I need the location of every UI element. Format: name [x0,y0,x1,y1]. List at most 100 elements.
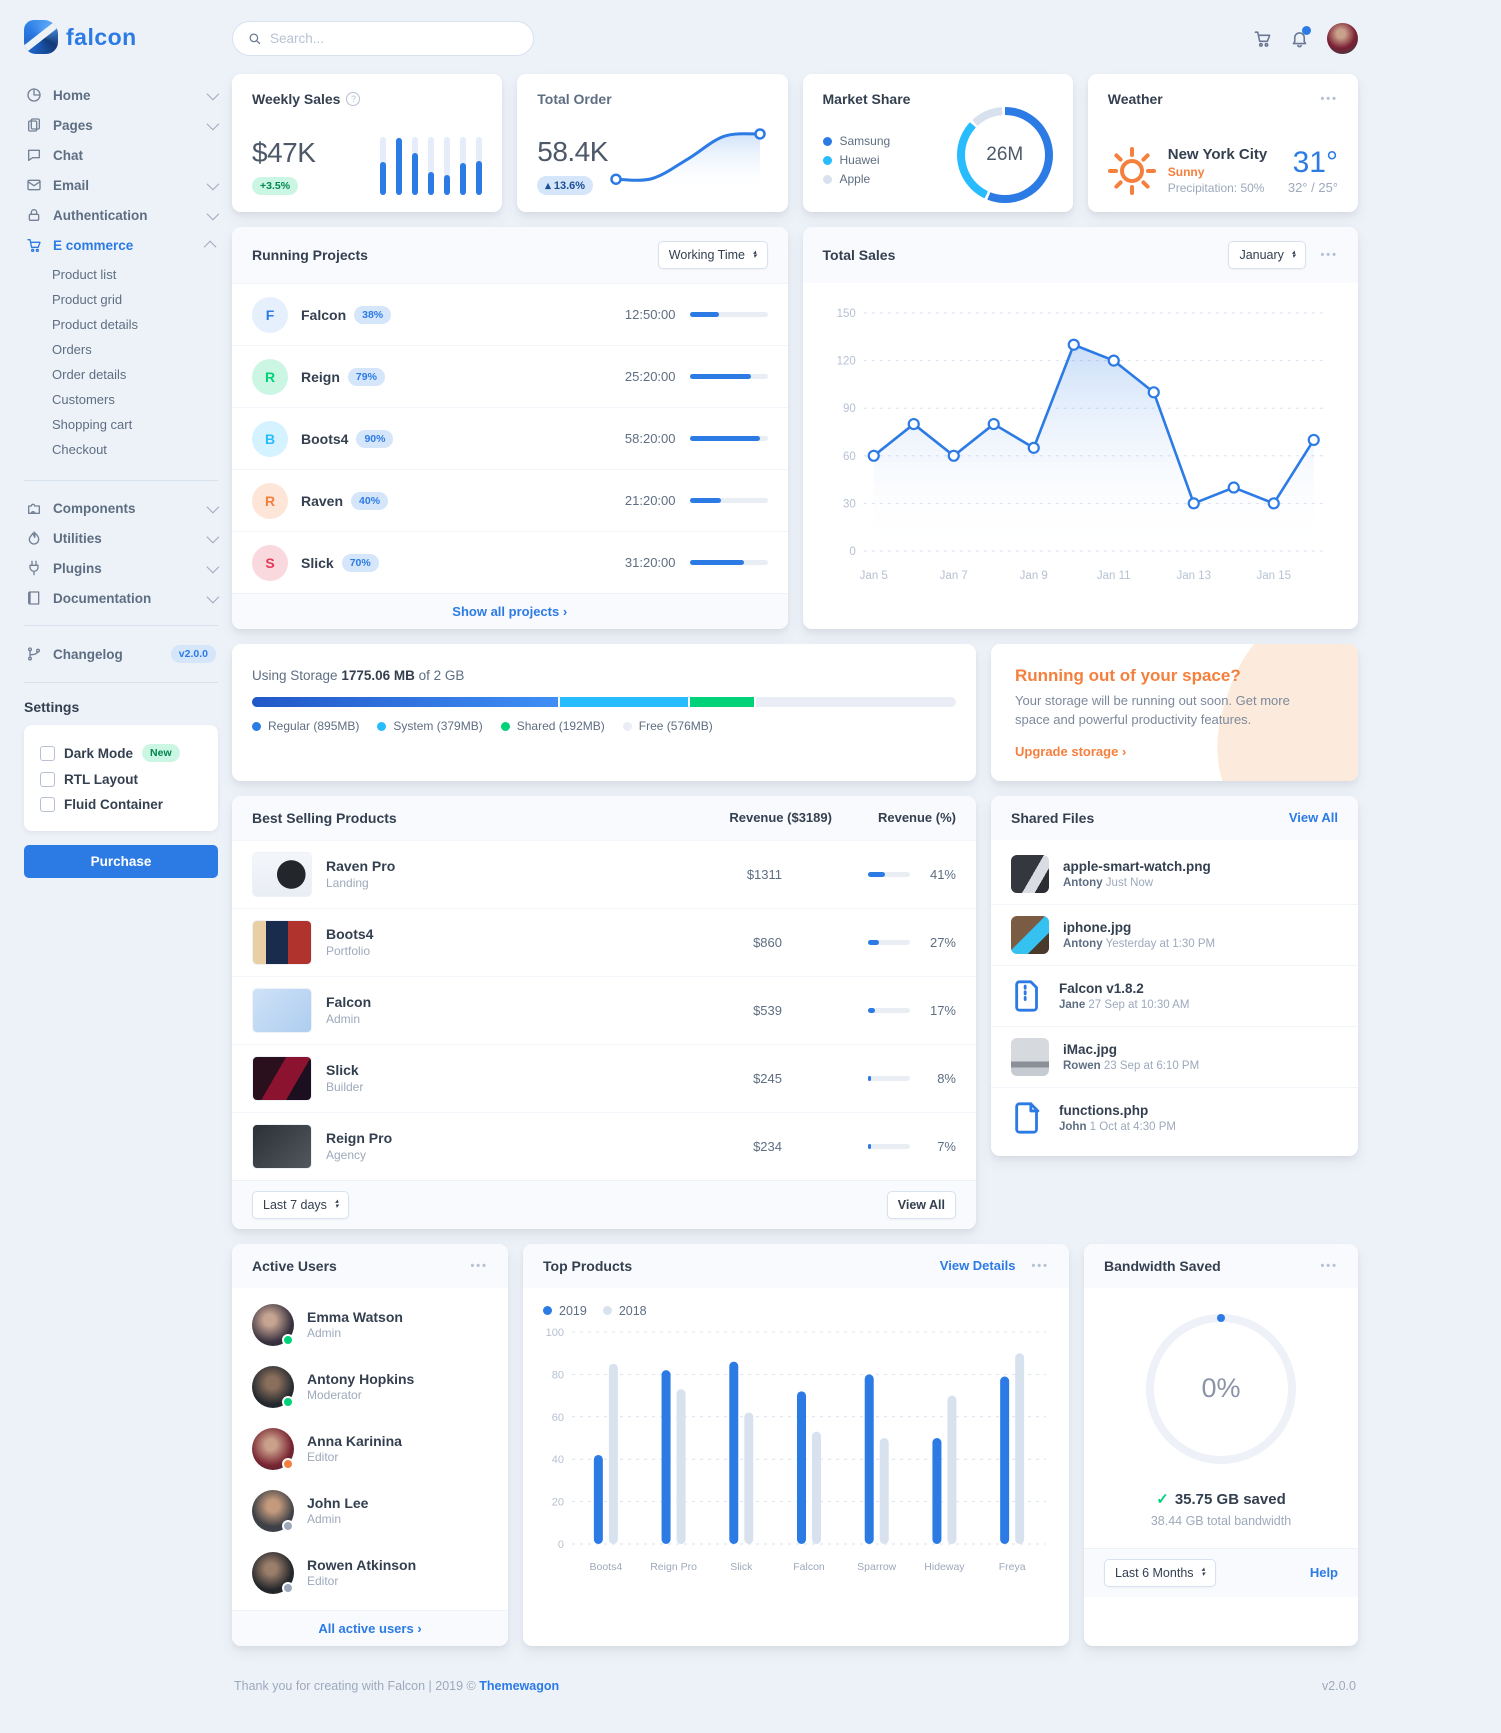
sidebar-item-plugins[interactable]: Plugins [24,553,220,583]
total-sales-menu-icon[interactable]: ••• [1320,249,1338,261]
working-time-select[interactable]: Working Time ▴ ▾ [657,241,768,269]
legend-dot [822,136,832,146]
last-6-months-select[interactable]: Last 6 Months ▴ ▾ [1104,1558,1217,1587]
setting-fluid-container[interactable]: Fluid Container [40,792,202,817]
product-name[interactable]: Raven Pro [326,858,396,875]
sidebar-item-components[interactable]: Components [24,493,220,523]
running-projects-title: Running Projects [252,247,368,263]
shared-files-view-all-link[interactable]: View All [1288,810,1338,826]
file-name[interactable]: iMac.jpg [1063,1041,1118,1057]
project-progress [689,312,768,317]
product-row: Reign Pro Agency $234 7% [232,1111,976,1180]
brand-logo[interactable]: falcon [24,14,218,80]
svg-text:20: 20 [552,1496,564,1508]
user-avatar[interactable] [252,1489,294,1532]
project-name[interactable]: Reign 79% [301,367,606,386]
sidebar-item-authentication[interactable]: Authentication [24,200,220,230]
weekly-bar [412,137,419,195]
sidebar-item-checkout[interactable]: Checkout [52,442,107,457]
user-name[interactable]: Emma Watson [307,1309,403,1326]
view-all-button[interactable]: View All [886,1190,956,1219]
storage-legend-item: System (379MB) [377,719,483,733]
sidebar-item-orders[interactable]: Orders [52,342,92,357]
divider [24,625,218,626]
themewagon-link[interactable]: Themewagon [479,1678,560,1693]
file-name[interactable]: iphone.jpg [1063,919,1132,935]
product-name[interactable]: Reign Pro [326,1130,393,1147]
month-select[interactable]: January ▴ ▾ [1228,241,1307,269]
checkbox[interactable] [40,797,55,812]
setting-dark-mode[interactable]: Dark Mode New [40,739,202,767]
sidebar-item-email[interactable]: Email [24,170,220,200]
top-products-chart: 0 20 40 60 80 100 Boots4 Reign Pro Slick Falcon Sp… [523,1318,1069,1589]
sidebar-item-pages[interactable]: Pages [24,110,220,140]
bandwidth-saved: ✓ 35.75 GB saved [1156,1490,1286,1508]
user-name[interactable]: Anna Karinina [307,1433,402,1450]
file-name[interactable]: Falcon v1.8.2 [1059,980,1144,996]
weather-menu-icon[interactable]: ••• [1320,93,1338,105]
sidebar-item-shopping-cart[interactable]: Shopping cart [52,417,133,432]
product-thumbnail [252,1123,312,1169]
sidebar-item-home[interactable]: Home [24,80,220,110]
sidebar-item-product-grid[interactable]: Product grid [52,292,123,307]
project-name[interactable]: Raven 40% [301,491,606,510]
project-name-text: Raven [301,492,344,509]
user-name[interactable]: John Lee [307,1495,369,1512]
project-name[interactable]: Slick 70% [301,553,606,572]
file-name[interactable]: functions.php [1059,1102,1149,1118]
product-revenue: $1311 [746,866,782,882]
user-avatar[interactable] [252,1551,294,1594]
product-name[interactable]: Slick [326,1062,359,1079]
sidebar-item-utilities[interactable]: Utilities [24,523,220,553]
show-all-projects-link[interactable]: Show all projects › [452,604,568,619]
help-link[interactable]: Help [1309,1565,1338,1581]
bandwidth-menu-icon[interactable]: ••• [1320,1259,1338,1272]
file-name[interactable]: apple-smart-watch.png [1063,858,1211,874]
running-projects-card: Running Projects Working Time ▴ ▾ F Falcon… [232,227,788,629]
user-avatar[interactable] [252,1427,294,1470]
sidebar-item-chat[interactable]: Chat [24,140,218,170]
search-box[interactable] [232,20,534,56]
shared-files-card: Shared Files View All apple-smart-watch.… [991,795,1358,1156]
sidebar-item-documentation[interactable]: Documentation [24,583,220,613]
product-pct: 27% [840,935,956,950]
weekly-sales-value: $47K [252,137,316,168]
purchase-button[interactable]: Purchase [24,845,218,878]
user-avatar[interactable] [1327,22,1358,54]
product-name[interactable]: Boots4 [326,926,374,943]
sidebar-item-product-details[interactable]: Product details [52,317,138,332]
user-name[interactable]: Rowen Atkinson [307,1557,417,1574]
sidebar-item-order-details[interactable]: Order details [52,367,127,382]
sidebar-item-customers[interactable]: Customers [52,392,115,407]
top-products-menu-icon[interactable]: ••• [1031,1259,1049,1272]
search-input[interactable] [270,30,519,46]
file-user: Antony [1063,876,1103,889]
best-selling-card: Best Selling Products Revenue ($3189) Re… [232,795,976,1229]
last-7-days-select[interactable]: Last 7 days ▴ ▾ [252,1190,350,1219]
user-avatar[interactable] [252,1365,294,1408]
status-dot [282,1519,294,1532]
user-name[interactable]: Antony Hopkins [307,1371,415,1388]
sidebar-item-changelog[interactable]: Changelog v2.0.0 [24,638,218,670]
project-name[interactable]: Falcon 38% [301,305,606,324]
sidebar-item-product-list[interactable]: Product list [52,267,117,282]
bell-icon[interactable] [1290,25,1311,48]
svg-text:Jan 7: Jan 7 [939,570,967,582]
checkbox[interactable] [40,745,55,761]
active-users-menu-icon[interactable]: ••• [470,1259,488,1272]
setting-rtl-layout[interactable]: RTL Layout [40,767,202,792]
project-name[interactable]: Boots4 90% [301,429,606,448]
product-revenue: $245 [753,1070,782,1086]
product-revenue: $860 [753,934,782,950]
cart-icon[interactable] [1253,29,1272,48]
legend-label: 2019 [559,1303,587,1318]
all-active-users-link[interactable]: All active users › [318,1620,422,1636]
product-name[interactable]: Falcon [326,994,372,1011]
question-icon[interactable]: ? [346,92,361,106]
sidebar-item-e-commerce[interactable]: E commerce [24,230,218,260]
checkbox[interactable] [40,772,55,787]
upgrade-storage-link[interactable]: Upgrade storage › [1015,743,1127,759]
view-details-link[interactable]: View Details [939,1258,1016,1274]
user-avatar[interactable] [252,1303,294,1346]
